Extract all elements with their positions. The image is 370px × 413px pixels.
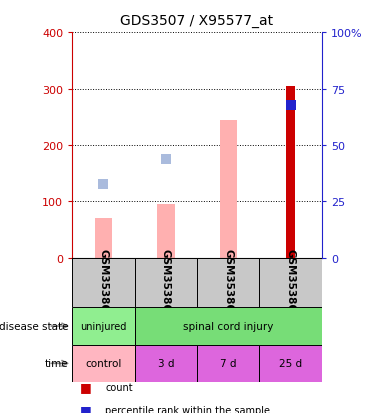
Bar [197, 345, 259, 382]
Bar [157, 205, 175, 258]
Text: GSM353862: GSM353862 [98, 248, 108, 318]
Point [163, 157, 169, 163]
Text: ■: ■ [80, 380, 91, 394]
Bar [259, 345, 322, 382]
Text: 3 d: 3 d [158, 358, 174, 368]
Text: ■: ■ [80, 403, 91, 413]
Bar [135, 345, 197, 382]
Text: GDS3507 / X95577_at: GDS3507 / X95577_at [120, 14, 273, 28]
Text: uninjured: uninjured [80, 321, 127, 331]
Text: disease state: disease state [0, 321, 68, 331]
Bar [72, 308, 135, 345]
Bar [219, 120, 237, 258]
Text: time: time [45, 358, 68, 368]
Bar [72, 258, 135, 308]
Bar [135, 258, 197, 308]
Text: spinal cord injury: spinal cord injury [183, 321, 273, 331]
Text: GSM353865: GSM353865 [223, 248, 233, 318]
Text: control: control [85, 358, 122, 368]
Text: GSM353864: GSM353864 [161, 248, 171, 318]
Text: 7 d: 7 d [220, 358, 236, 368]
Bar [72, 345, 135, 382]
Point [288, 103, 294, 109]
Text: percentile rank within the sample: percentile rank within the sample [105, 405, 270, 413]
Bar [95, 219, 112, 258]
Bar [259, 258, 322, 308]
Bar [286, 86, 296, 258]
Bar [135, 308, 322, 345]
Bar [197, 258, 259, 308]
Text: 25 d: 25 d [279, 358, 302, 368]
Text: count: count [105, 382, 133, 392]
Text: GSM353866: GSM353866 [286, 248, 296, 318]
Point [100, 182, 106, 188]
